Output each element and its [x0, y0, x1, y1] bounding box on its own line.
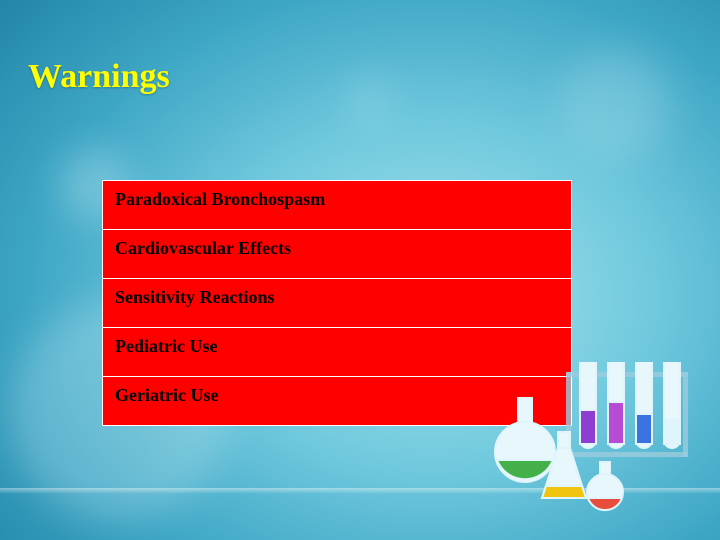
warning-cell: Geriatric Use — [115, 385, 218, 406]
table-row: Cardiovascular Effects — [102, 229, 572, 279]
warning-cell: Paradoxical Bronchospasm — [115, 189, 325, 210]
slide: Warnings Paradoxical Bronchospasm Cardio… — [0, 0, 720, 540]
table-row: Paradoxical Bronchospasm — [102, 180, 572, 230]
page-title: Warnings — [28, 58, 170, 96]
glassware-illustration — [488, 302, 708, 522]
warning-cell: Pediatric Use — [115, 336, 217, 357]
bg-spot — [350, 80, 390, 120]
warning-cell: Cardiovascular Effects — [115, 238, 291, 259]
bg-spot — [560, 50, 670, 160]
warning-cell: Sensitivity Reactions — [115, 287, 275, 308]
